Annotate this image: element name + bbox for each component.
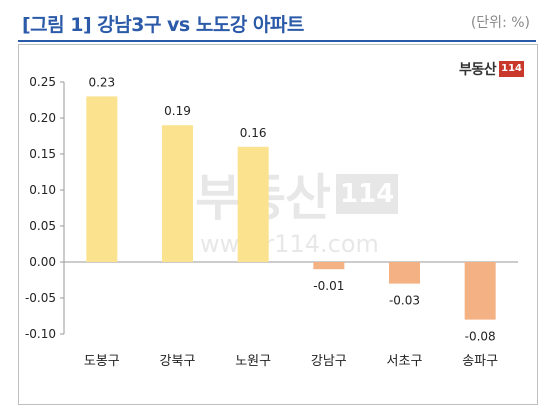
- data-label: -0.03: [389, 294, 420, 308]
- y-tick-label: 0.15: [29, 147, 56, 161]
- y-tick-label: 0.05: [29, 219, 56, 233]
- brand-logo: 부동산 114: [459, 59, 525, 79]
- watermark-url: www.r114.com: [200, 230, 379, 258]
- logo-text: 부동산: [459, 62, 497, 78]
- title-divider: [18, 40, 536, 42]
- bar-강남구: [313, 262, 345, 270]
- logo-badge: 114: [499, 61, 525, 77]
- bar-송파구: [464, 262, 496, 320]
- bar-도봉구: [86, 96, 118, 263]
- chart-title: [그림 1] 강남3구 vs 노도강 아파트: [22, 14, 304, 36]
- data-label: 0.16: [240, 126, 267, 140]
- bar-서초구: [389, 262, 420, 284]
- y-tick-label: 0.10: [29, 183, 56, 197]
- y-tick-label: -0.05: [25, 291, 56, 305]
- x-category-label: 노원구: [235, 354, 271, 369]
- data-label: -0.08: [465, 330, 496, 344]
- data-label: 0.19: [164, 104, 191, 118]
- bar-강북구: [162, 125, 193, 262]
- y-tick-label: -0.10: [25, 327, 56, 341]
- watermark-badge: 114: [336, 174, 399, 214]
- x-category-label: 강남구: [311, 354, 347, 369]
- y-tick-label: 0.25: [29, 75, 56, 89]
- y-tick-label: 0.00: [29, 255, 56, 269]
- bar-노원구: [237, 146, 269, 262]
- x-category-label: 서초구: [387, 354, 423, 369]
- x-category-label: 송파구: [462, 354, 498, 369]
- data-label: -0.01: [313, 279, 344, 293]
- unit-label: (단위: %): [470, 15, 530, 31]
- x-category-label: 강북구: [160, 354, 196, 369]
- data-label: 0.23: [88, 75, 115, 89]
- x-category-label: 도봉구: [84, 354, 120, 369]
- y-tick-label: 0.20: [29, 111, 56, 125]
